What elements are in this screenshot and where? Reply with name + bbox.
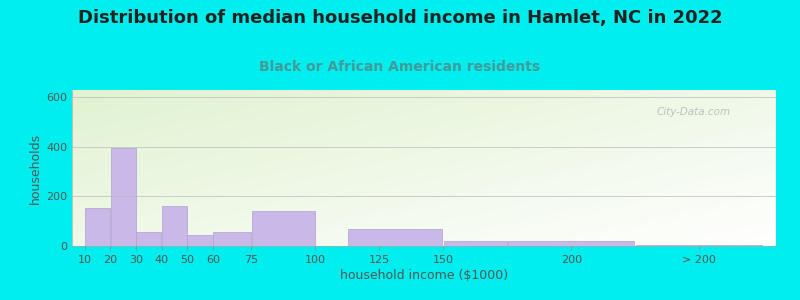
Text: Black or African American residents: Black or African American residents <box>259 60 541 74</box>
Bar <box>85 208 110 246</box>
Bar <box>348 229 442 246</box>
Bar <box>187 235 213 246</box>
X-axis label: household income ($1000): household income ($1000) <box>340 269 508 282</box>
Bar <box>136 232 162 246</box>
Y-axis label: households: households <box>29 132 42 204</box>
Bar <box>252 211 314 246</box>
Bar <box>213 232 251 246</box>
Text: Distribution of median household income in Hamlet, NC in 2022: Distribution of median household income … <box>78 9 722 27</box>
Bar <box>110 148 136 246</box>
Bar <box>637 245 762 246</box>
Text: City-Data.com: City-Data.com <box>656 107 730 117</box>
Bar <box>162 206 187 246</box>
Bar <box>509 241 634 246</box>
Bar <box>444 241 506 246</box>
